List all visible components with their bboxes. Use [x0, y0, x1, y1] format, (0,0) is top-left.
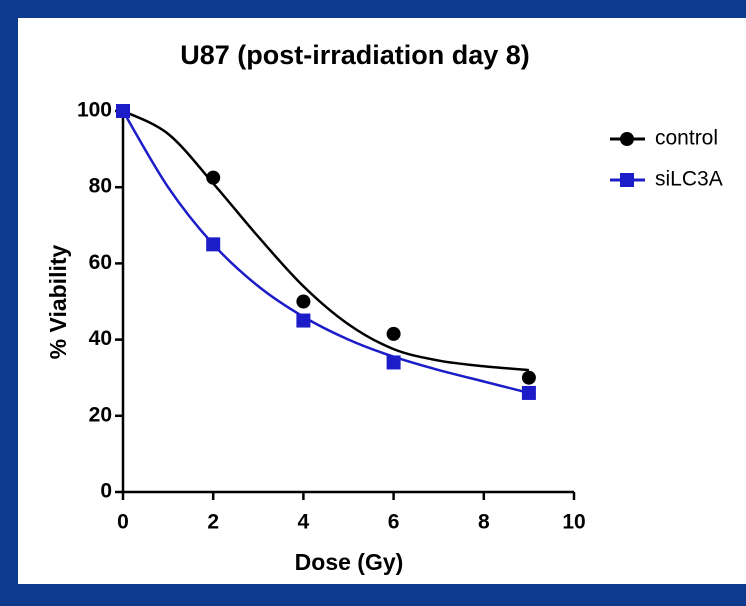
y-tick-label: 40: [89, 327, 112, 350]
y-tick-label: 80: [89, 175, 112, 198]
x-tick-label: 10: [562, 511, 585, 534]
y-tick-label: 0: [100, 480, 112, 503]
plot-frame: [18, 18, 746, 584]
y-tick-label: 20: [89, 403, 112, 426]
x-tick-label: 4: [298, 511, 310, 534]
x-tick-label: 2: [207, 511, 219, 534]
fit-curve: [121, 110, 530, 395]
legend-label: control: [655, 127, 718, 150]
x-tick-label: 8: [478, 511, 490, 534]
marker: [116, 104, 130, 118]
legend-label: siLC3A: [655, 168, 723, 191]
y-axis-label: % Viability: [45, 244, 71, 359]
x-axis-label: Dose (Gy): [295, 549, 404, 575]
chart-title: U87 (post-irradiation day 8): [180, 40, 530, 70]
y-tick-label: 60: [89, 251, 112, 274]
marker: [296, 313, 311, 328]
fit-curve: [122, 109, 530, 372]
marker: [206, 170, 221, 185]
marker: [386, 326, 401, 341]
legend-marker: [620, 173, 634, 187]
marker: [386, 355, 401, 370]
marker: [521, 370, 536, 385]
y-tick-label: 100: [77, 99, 112, 122]
marker: [521, 385, 536, 400]
x-tick-label: 0: [117, 511, 129, 534]
marker: [296, 294, 311, 309]
x-tick-label: 6: [388, 511, 400, 534]
legend-marker: [620, 132, 634, 146]
marker: [206, 237, 221, 252]
